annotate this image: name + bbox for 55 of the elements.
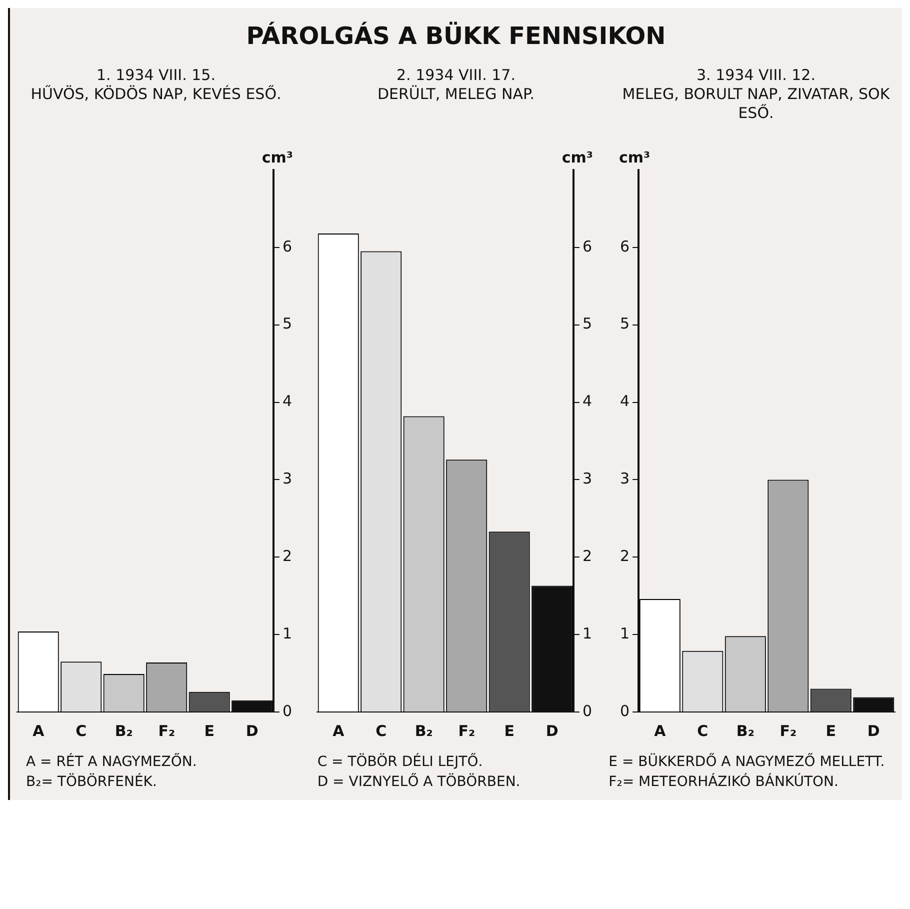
y-tick-label: 2 — [582, 547, 592, 566]
text: B₂= TÖBÖRFENÉK. — [26, 774, 158, 790]
x-tick-label: E — [826, 722, 836, 740]
y-tick-label: 0 — [282, 702, 292, 720]
text: PÁROLGÁS A BÜKK FENNSIKON — [245, 20, 667, 52]
y-tick-label: 3 — [582, 470, 592, 488]
x-tick-label: C — [376, 722, 387, 740]
y-tick-label: 3 — [282, 470, 292, 488]
x-tick-label: C — [76, 722, 87, 740]
y-tick-label: 4 — [620, 392, 630, 410]
y-tick-label: 6 — [282, 237, 292, 256]
y-tick-label: 1 — [620, 624, 630, 642]
x-tick-label: B₂ — [114, 722, 133, 740]
text: F₂= METEORHÁZIKÓ BÁNKÚTON. — [608, 774, 840, 790]
y-axis-title: cm³ — [619, 148, 650, 166]
x-tick-label: F₂ — [458, 722, 476, 740]
y-tick-label: 0 — [620, 702, 630, 720]
y-tick-label: 6 — [582, 237, 592, 256]
chart-subtitle: HŰVÖS, KÖDÖS NAP, KEVÉS ESŐ. — [30, 85, 282, 104]
chart-title: 1. 1934 VIII. 15. — [96, 66, 216, 85]
y-tick-label: 4 — [282, 392, 292, 410]
y-tick-label: 6 — [620, 237, 630, 256]
x-tick-label: A — [32, 722, 45, 740]
y-tick-label: 2 — [620, 547, 630, 566]
y-axis-title: cm³ — [562, 148, 593, 166]
x-tick-label: C — [697, 722, 708, 740]
x-tick-label: E — [204, 722, 214, 740]
x-tick-label: A — [654, 722, 666, 740]
y-tick-label: 5 — [620, 314, 630, 333]
x-tick-label: D — [867, 722, 880, 740]
y-tick-label: 2 — [282, 547, 292, 566]
x-tick-label: F₂ — [780, 722, 797, 740]
y-tick-label: 4 — [582, 392, 592, 410]
x-tick-label: E — [504, 722, 514, 740]
x-tick-label: F₂ — [158, 722, 176, 740]
y-tick-label: 1 — [282, 624, 292, 642]
chart-title: 2. 1934 VIII. 17. — [396, 66, 516, 85]
chart-title: 3. 1934 VIII. 12. — [696, 66, 816, 85]
y-tick-label: 5 — [582, 314, 592, 333]
text: D = VIZNYELŐ A TÖBÖRBEN. — [317, 774, 522, 790]
y-tick-label: 0 — [582, 702, 592, 720]
x-tick-label: A — [332, 722, 345, 740]
x-tick-label: B₂ — [736, 722, 754, 740]
chart-subtitle: MELEG, BORULT NAP, ZIVATAR, SOK ESŐ. — [621, 85, 891, 123]
x-tick-label: B₂ — [414, 722, 433, 740]
x-tick-label: D — [246, 722, 258, 740]
y-tick-label: 5 — [282, 314, 292, 333]
chart-subtitle: DERÜLT, MELEG NAP. — [376, 85, 536, 104]
text: E = BÜKKERDŐ A NAGYMEZŐ MELLETT. — [608, 754, 886, 770]
y-tick-label: 3 — [620, 470, 630, 488]
text: A = RÉT A NAGYMEZŐN. — [26, 754, 198, 770]
x-tick-label: D — [546, 722, 558, 740]
y-axis-title: cm³ — [262, 148, 293, 166]
text: C = TÖBÖR DÉLI LEJTŐ. — [317, 754, 484, 770]
y-tick-label: 1 — [582, 624, 592, 642]
